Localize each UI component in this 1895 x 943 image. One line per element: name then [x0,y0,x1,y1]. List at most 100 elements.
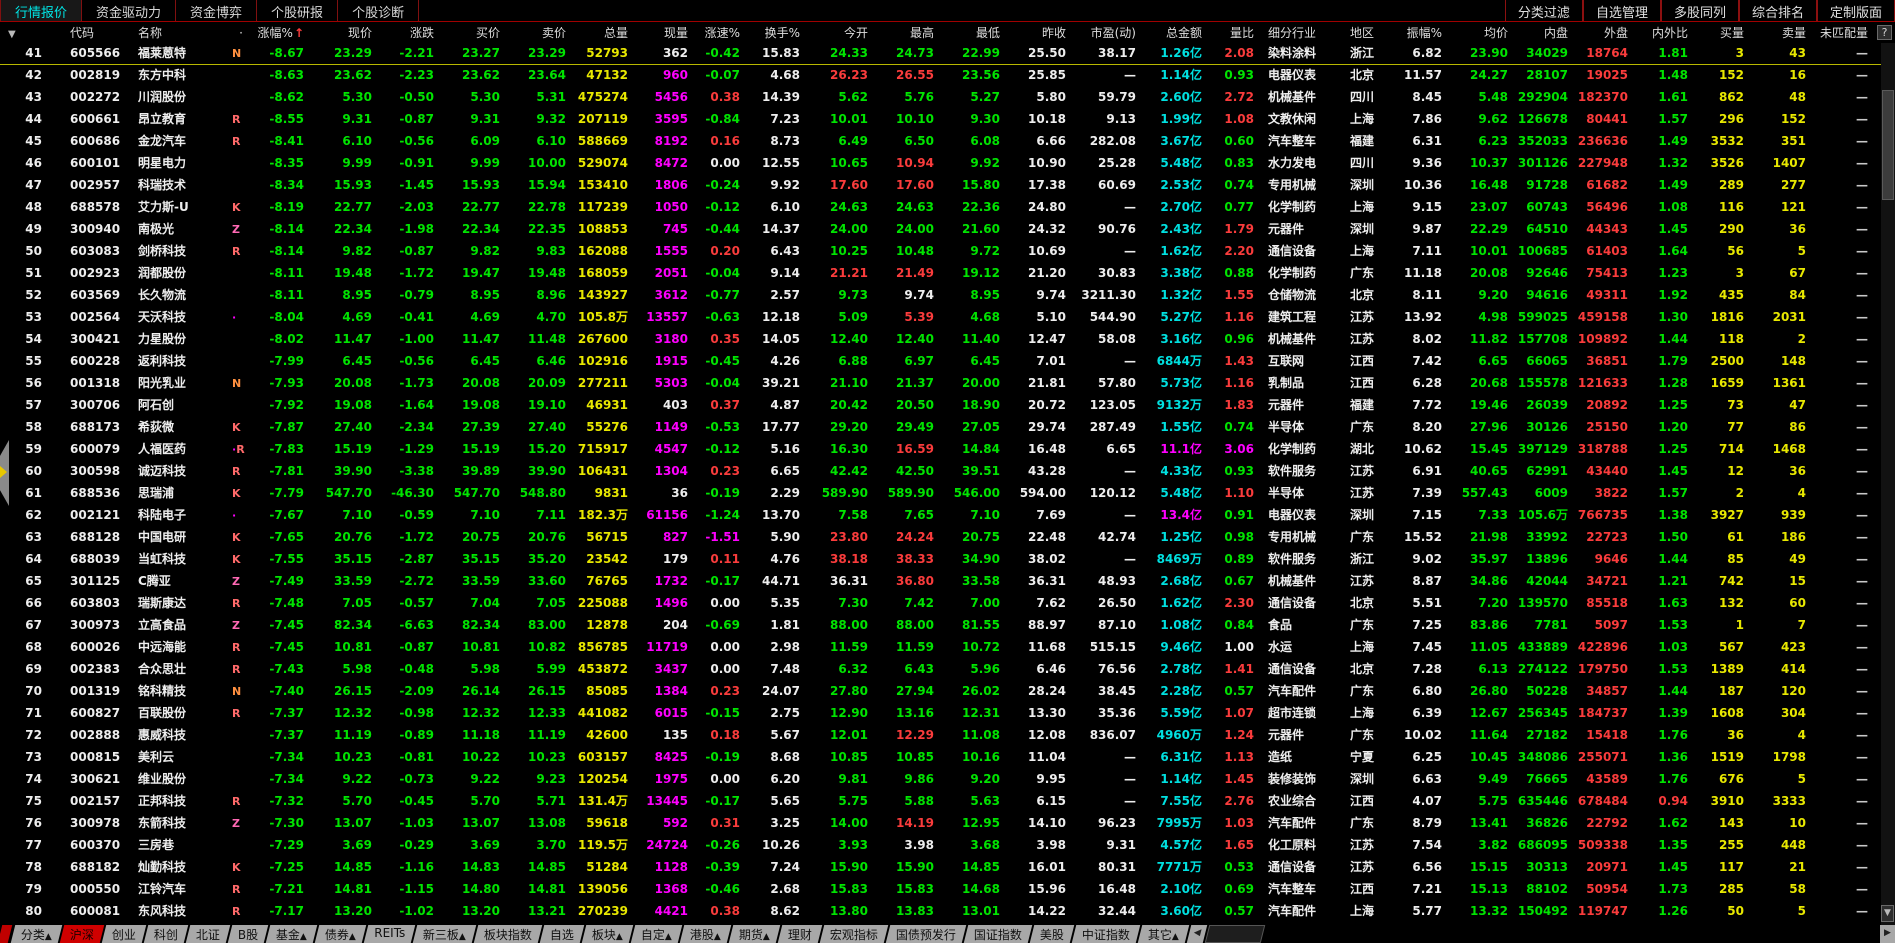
table-row[interactable]: 63 688128 中国电研 K -7.65 20.76 -1.72 20.75 20.76 56… [0,527,1881,549]
column-header-22[interactable]: 振幅% [1406,26,1442,40]
column-header-25[interactable]: 外盘 [1603,26,1628,40]
corner-dropdown-icon[interactable]: ▼ [8,29,16,40]
bottom-tab-4[interactable]: 科创 [143,925,189,943]
column-header-7[interactable]: 买价 [475,26,500,40]
table-row[interactable]: 64 688039 当虹科技 K -7.55 35.15 -2.87 35.15 35.20 23… [0,549,1881,571]
table-row[interactable]: 44 600661 昂立教育 R -8.55 9.31 -0.87 9.31 9.32 20711… [0,109,1881,131]
table-row[interactable]: 80 600081 东风科技 R -7.17 13.20 -1.02 13.20 13.21 27… [0,901,1881,923]
column-header-2[interactable]: 名称 [138,26,163,40]
menu-button-1[interactable]: 分类过滤 [1504,0,1583,21]
column-header-1[interactable]: 代码 [70,26,95,40]
column-header-3[interactable]: · [239,26,243,40]
table-row[interactable]: 70 001319 铭科精技 N -7.40 26.15 -2.09 26.14 26.15 85… [0,681,1881,703]
bottom-tab-11[interactable]: 板块指数 [473,925,543,943]
column-header-5[interactable]: 现价 [347,26,372,40]
menu-tab-1[interactable]: 行情报价 [0,0,83,21]
table-row[interactable]: 72 002888 惠威科技 -7.37 11.19 -0.89 11.18 11.19 426… [0,725,1881,747]
table-row[interactable]: 79 000550 江铃汽车 R -7.21 14.81 -1.15 14.80 14.81 13… [0,879,1881,901]
table-row[interactable]: 46 600101 明星电力 -8.35 9.99 -0.91 9.99 10.00 52907… [0,153,1881,175]
bottom-tab-22[interactable]: 中证指数 [1071,925,1141,943]
bottom-tab-9[interactable]: REITs [363,925,416,943]
menu-button-4[interactable]: 综合排名 [1738,0,1817,21]
help-icon[interactable]: ? [1877,25,1892,40]
table-row[interactable]: 58 688173 希荻微 K -7.87 27.40 -2.34 27.39 27.40 552… [0,417,1881,439]
bottom-tab-18[interactable]: 宏观指标 [819,925,889,943]
column-header-27[interactable]: 买量 [1719,26,1744,40]
column-header-12[interactable]: 换手% [764,26,800,40]
menu-button-3[interactable]: 多股同列 [1660,0,1739,21]
table-row[interactable]: 67 300973 立高食品 Z -7.45 82.34 -6.63 82.34 83.00 12… [0,615,1881,637]
bottom-tab-6[interactable]: B股 [227,925,269,943]
bottom-scroll-right-icon[interactable]: ▶ [1880,925,1895,943]
column-header-23[interactable]: 均价 [1483,26,1508,40]
table-row[interactable]: 59 600079 人福医药 ·R -7.83 15.19 -1.29 15.19 15.20 7… [0,439,1881,461]
bottom-tab-3[interactable]: 创业 [101,925,147,943]
table-row[interactable]: 49 300940 南极光 Z -8.14 22.34 -1.98 22.34 22.35 108… [0,219,1881,241]
bottom-tab-13[interactable]: 板块▲ [581,925,634,943]
menu-button-2[interactable]: 自选管理 [1582,0,1661,21]
table-row[interactable]: 54 300421 力星股份 -8.02 11.47 -1.00 11.47 11.48 267… [0,329,1881,351]
bottom-tab-8[interactable]: 债券▲ [314,925,367,943]
table-row[interactable]: 78 688182 灿勤科技 K -7.25 14.85 -1.16 14.83 14.85 51… [0,857,1881,879]
bottom-tab-12[interactable]: 自选 [539,925,585,943]
table-row[interactable]: 42 002819 东方中科 -8.63 23.62 -2.23 23.62 23.64 471… [0,65,1881,87]
table-row[interactable]: 71 600827 百联股份 R -7.37 12.32 -0.98 12.32 12.33 44… [0,703,1881,725]
bottom-tab-20[interactable]: 国证指数 [963,925,1033,943]
table-row[interactable]: 68 600026 中远海能 R -7.45 10.81 -0.87 10.81 10.82 85… [0,637,1881,659]
column-header-9[interactable]: 总量 [603,26,628,40]
bottom-scroll-left-icon[interactable]: ◀ [1186,925,1208,943]
table-row[interactable]: 56 001318 阳光乳业 N -7.93 20.08 -1.73 20.08 20.09 27… [0,373,1881,395]
column-header-16[interactable]: 昨收 [1041,26,1066,40]
column-header-20[interactable]: 细分行业 [1268,26,1317,40]
table-row[interactable]: 53 002564 天沃科技 · -8.04 4.69 -0.41 4.69 4.70 105.8… [0,307,1881,329]
column-header-29[interactable]: 未匹配量 [1819,26,1868,40]
table-row[interactable]: 55 600228 返利科技 -7.99 6.45 -0.56 6.45 6.46 102916… [0,351,1881,373]
table-row[interactable]: 61 688536 思瑞浦 K -7.79 547.70 -46.30 547.70 548.8… [0,483,1881,505]
table-row[interactable]: 52 603569 长久物流 -8.11 8.95 -0.79 8.95 8.96 143927… [0,285,1881,307]
table-row[interactable]: 62 002121 科陆电子 · -7.67 7.10 -0.59 7.10 7.11 182.3… [0,505,1881,527]
scrollbar-thumb[interactable] [1882,90,1894,200]
column-header-28[interactable]: 卖量 [1781,26,1806,40]
table-row[interactable]: 65 301125 C腾亚 Z -7.49 33.59 -2.72 33.59 33.60 767… [0,571,1881,593]
table-row[interactable]: 76 300978 东箭科技 Z -7.30 13.07 -1.03 13.07 13.08 59… [0,813,1881,835]
table-row[interactable]: 73 000815 美利云 -7.34 10.23 -0.81 10.22 10.23 6031… [0,747,1881,769]
table-row[interactable]: 43 002272 川润股份 -8.62 5.30 -0.50 5.30 5.31 475274… [0,87,1881,109]
table-row[interactable]: 45 600686 金龙汽车 R -8.41 6.10 -0.56 6.09 6.10 58866… [0,131,1881,153]
bottom-tab-19[interactable]: 国债预发行 [885,925,967,943]
bottom-tab-2[interactable]: 沪深 [59,925,105,943]
table-row[interactable]: 74 300621 维业股份 -7.34 9.22 -0.73 9.22 9.23 120254… [0,769,1881,791]
column-header-24[interactable]: 内盘 [1543,26,1568,40]
menu-tab-2[interactable]: 资金驱动力 [82,0,177,21]
column-header-4[interactable]: 涨幅%↑ [257,26,304,40]
vertical-scrollbar[interactable] [1881,43,1895,925]
bottom-tab-17[interactable]: 理财 [777,925,823,943]
bottom-tab-7[interactable]: 基金▲ [265,925,318,943]
column-header-8[interactable]: 卖价 [541,26,566,40]
scrollbar-down-icon[interactable]: ▼ [1881,905,1894,922]
menu-button-5[interactable]: 定制版面 [1816,0,1895,21]
column-header-6[interactable]: 涨跌 [409,26,434,40]
menu-tab-5[interactable]: 个股诊断 [338,0,420,21]
menu-tab-4[interactable]: 个股研报 [257,0,339,21]
bottom-tab-23[interactable]: 其它▲ [1137,925,1190,943]
column-header-19[interactable]: 量比 [1229,26,1254,40]
table-row[interactable]: 50 603083 剑桥科技 R -8.14 9.82 -0.87 9.82 9.83 16208… [0,241,1881,263]
bottom-scroll-track[interactable] [1204,925,1266,943]
bottom-tab-10[interactable]: 新三板▲ [412,925,477,943]
column-header-21[interactable]: 地区 [1350,26,1375,40]
table-row[interactable]: 75 002157 正邦科技 R -7.32 5.70 -0.45 5.70 5.71 131.4… [0,791,1881,813]
menu-tab-3[interactable]: 资金博弈 [176,0,258,21]
table-row[interactable]: 48 688578 艾力斯-U K -8.19 22.77 -2.03 22.77 22.78 1… [0,197,1881,219]
bottom-tab-5[interactable]: 北证 [185,925,231,943]
table-row[interactable]: 66 603803 瑞斯康达 R -7.48 7.05 -0.57 7.04 7.05 22508… [0,593,1881,615]
table-row[interactable]: 47 002957 科瑞技术 -8.34 15.93 -1.45 15.93 15.94 153… [0,175,1881,197]
table-row[interactable]: 51 002923 润都股份 -8.11 19.48 -1.72 19.47 19.48 168… [0,263,1881,285]
column-header-11[interactable]: 涨速% [704,26,740,40]
table-row[interactable]: 60 300598 诚迈科技 R -7.81 39.90 -3.38 39.89 39.90 10… [0,461,1881,483]
table-row[interactable]: 69 002383 合众思壮 R -7.43 5.98 -0.48 5.98 5.99 45387… [0,659,1881,681]
bottom-tab-16[interactable]: 期货▲ [728,925,781,943]
bottom-tab-21[interactable]: 美股 [1029,925,1075,943]
column-header-14[interactable]: 最高 [909,26,934,40]
column-header-17[interactable]: 市盈(动) [1090,26,1136,40]
column-header-rownum[interactable]: ▼ [0,23,56,43]
